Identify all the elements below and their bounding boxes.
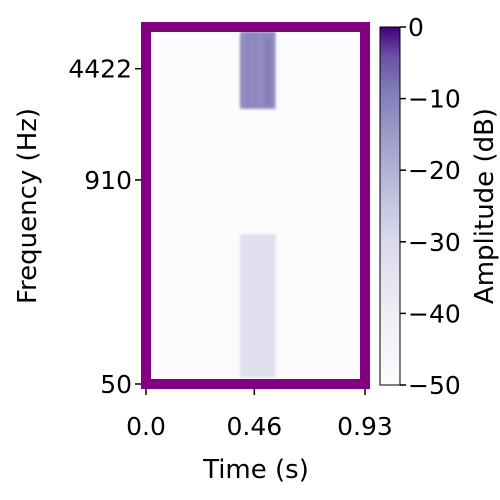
colorbar-title: Amplitude (dB) — [470, 108, 500, 304]
energy-streak — [246, 34, 248, 107]
colorbar-tick-label: −10 — [408, 85, 461, 114]
x-tick-label: 0.46 — [226, 412, 282, 441]
colorbar-tick-label: −40 — [408, 299, 461, 328]
energy-streak — [254, 238, 257, 375]
energy-streak — [251, 34, 254, 108]
energy-streak — [272, 237, 275, 375]
y-tick-label: 4422 — [68, 55, 132, 84]
energy-streak — [257, 32, 260, 109]
colorbar-tick-label: −50 — [408, 371, 461, 400]
energy-streak — [257, 237, 260, 376]
y-axis: 4422 910 50 — [68, 55, 141, 399]
y-axis-title: Frequency (Hz) — [13, 108, 43, 304]
energy-streak — [263, 237, 266, 376]
y-tick-label: 50 — [100, 370, 132, 399]
colorbar-tick-label: −20 — [408, 156, 461, 185]
energy-streak — [251, 239, 254, 375]
energy-streak — [269, 237, 272, 375]
colorbar: 0 −10 −20 −30 −40 −50 — [379, 13, 461, 400]
energy-streak — [246, 237, 248, 376]
x-tick-label: 0.0 — [126, 412, 166, 441]
energy-streak — [240, 238, 242, 375]
energy-streak — [243, 237, 245, 376]
x-axis: 0.0 0.46 0.93 — [126, 389, 393, 441]
x-axis-title: Time (s) — [202, 455, 309, 485]
energy-streak — [240, 37, 242, 106]
energy-region — [240, 234, 276, 378]
energy-streak — [263, 34, 266, 107]
y-tick-label: 910 — [84, 166, 132, 195]
energy-streak — [272, 32, 275, 109]
plot-frame — [141, 22, 370, 389]
spectrogram-plot — [141, 22, 370, 389]
energy-streak — [269, 36, 272, 106]
energy-region — [240, 31, 276, 109]
energy-regions — [240, 31, 276, 378]
energy-streak — [266, 234, 269, 378]
energy-streak — [249, 235, 251, 377]
colorbar-tick-label: −30 — [408, 228, 461, 257]
energy-streak — [266, 37, 269, 105]
energy-streak — [249, 33, 251, 108]
energy-streak — [254, 35, 257, 107]
colorbar-gradient — [379, 26, 401, 386]
energy-streak — [260, 33, 263, 108]
colorbar-ticks: 0 −10 −20 −30 −40 −50 — [400, 13, 461, 400]
energy-streak — [243, 31, 245, 109]
energy-streak — [260, 237, 263, 376]
colorbar-tick-label: 0 — [408, 13, 424, 42]
x-tick-label: 0.93 — [337, 412, 393, 441]
